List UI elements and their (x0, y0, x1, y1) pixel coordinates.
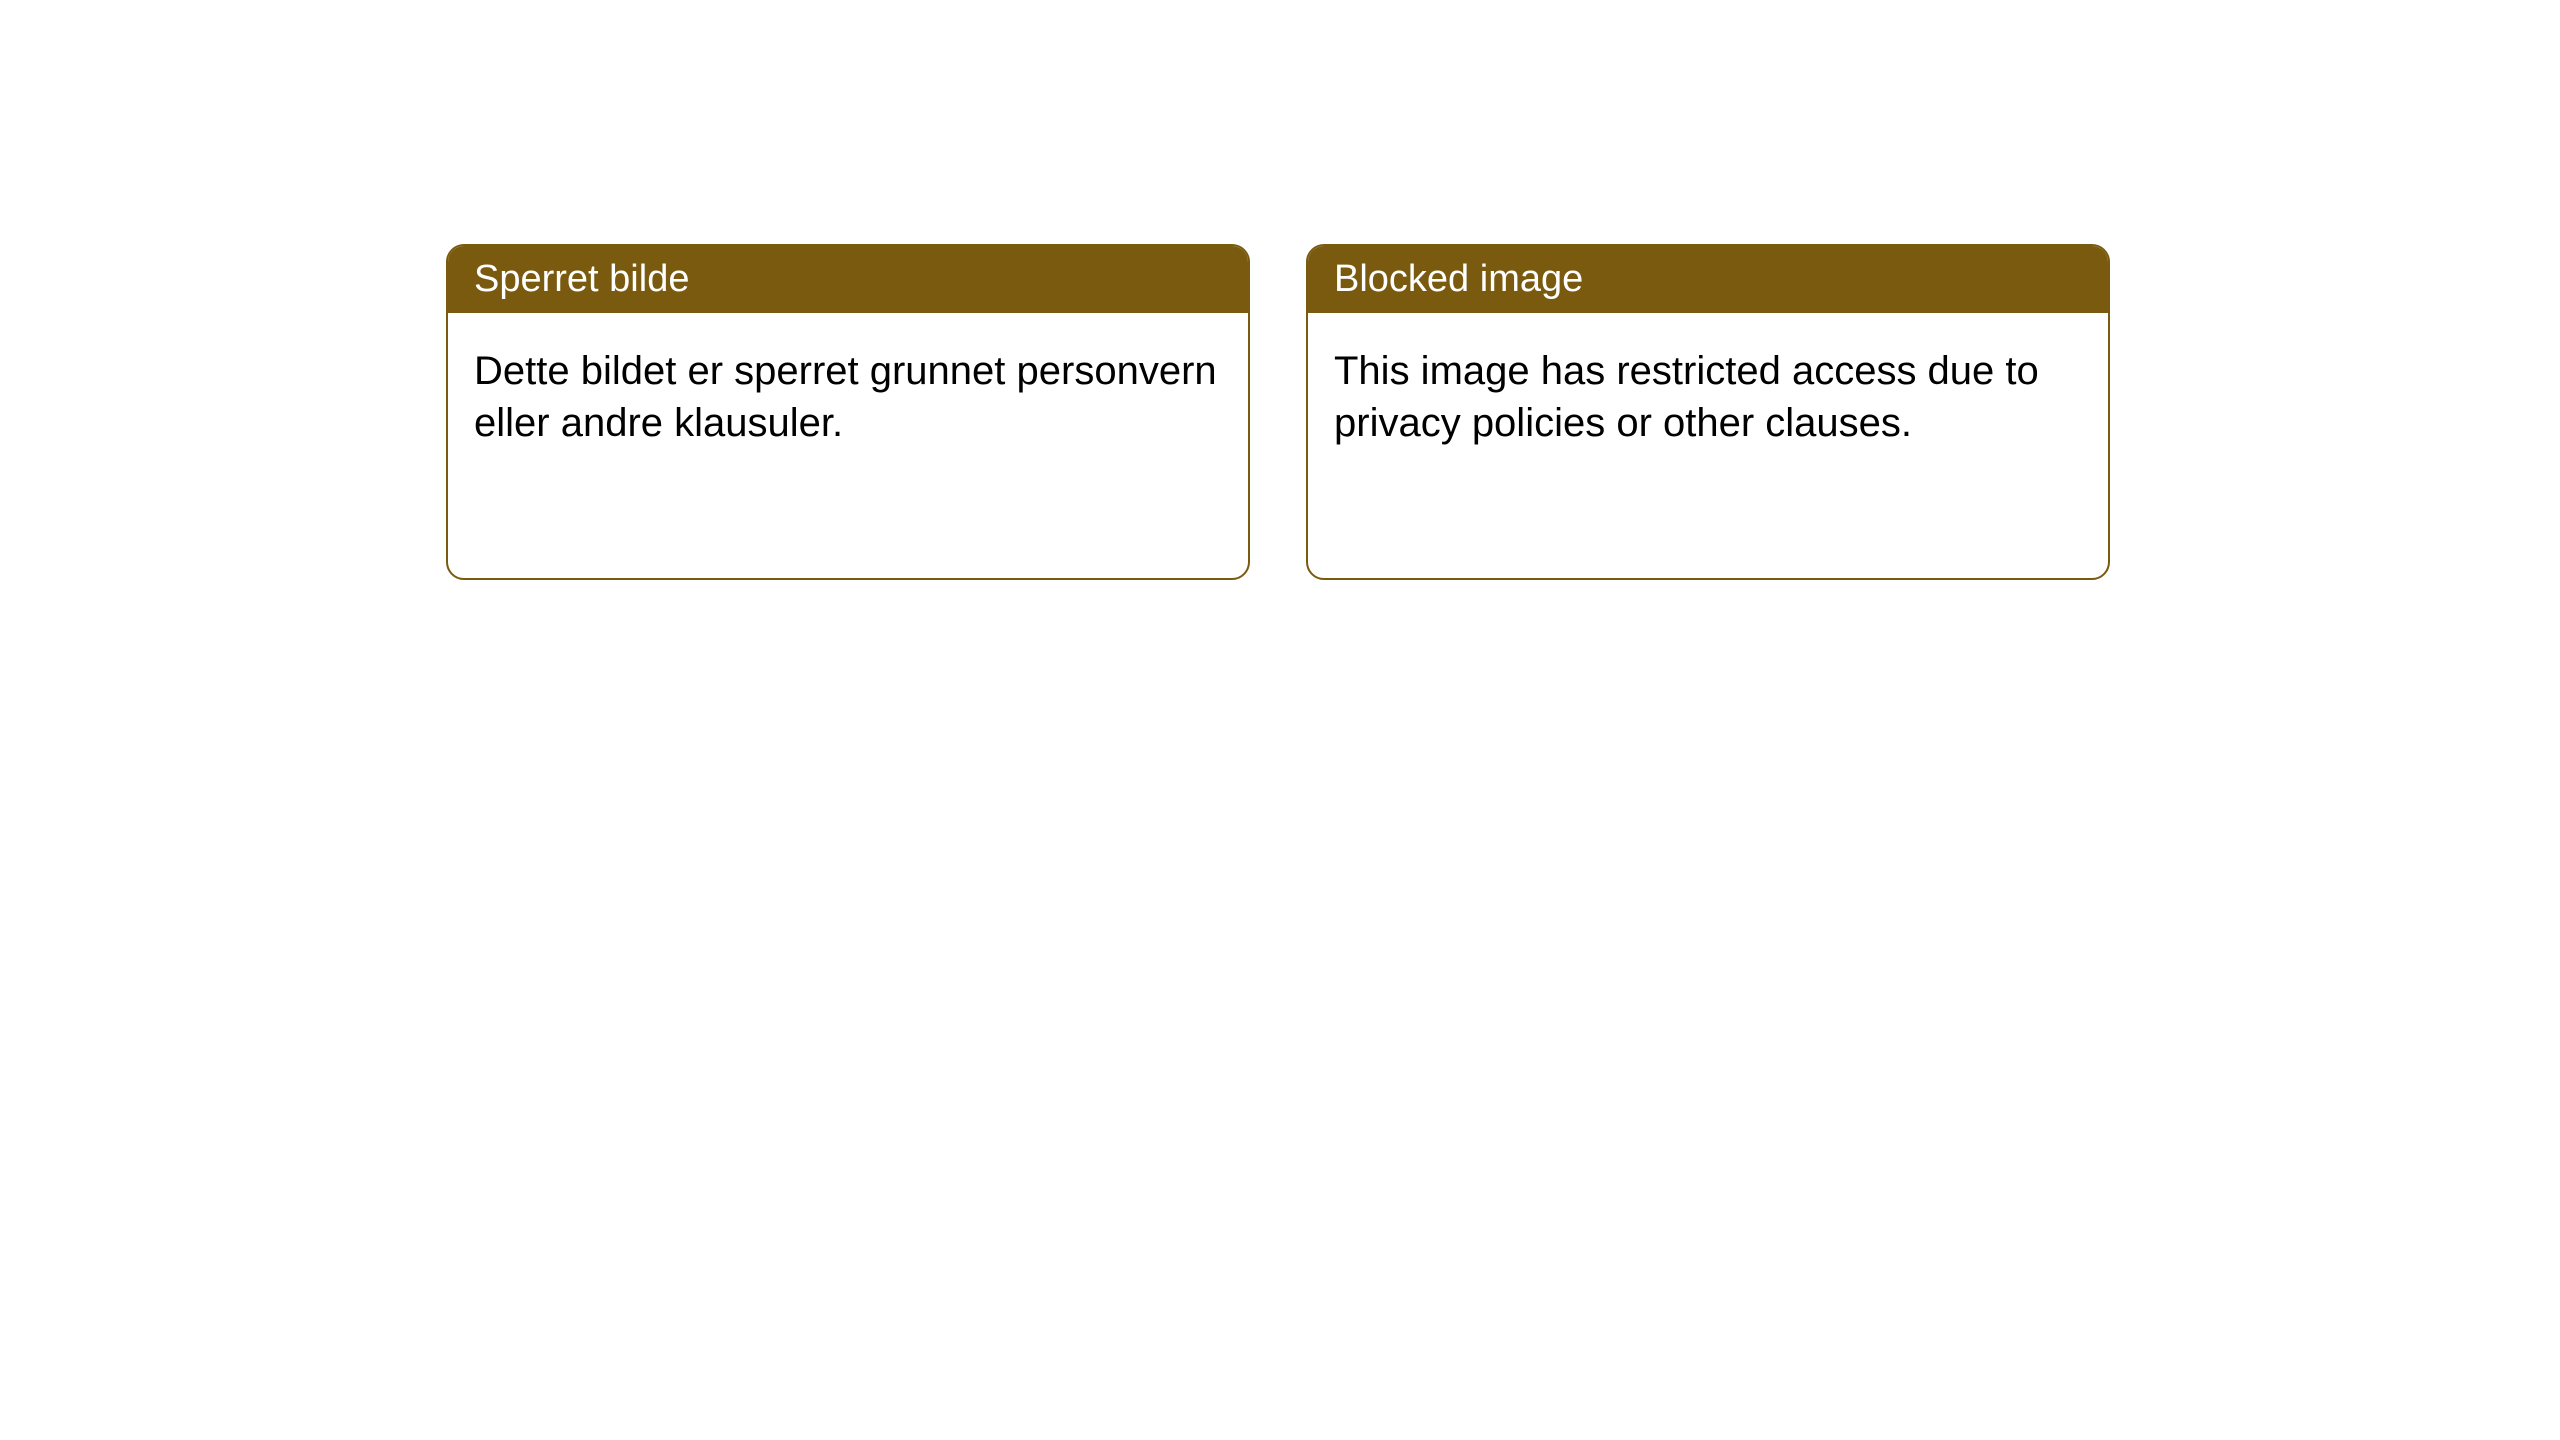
card-header: Blocked image (1308, 246, 2108, 313)
card-title: Blocked image (1334, 258, 1583, 300)
card-header: Sperret bilde (448, 246, 1248, 313)
card-body: This image has restricted access due to … (1308, 313, 2108, 481)
card-title: Sperret bilde (474, 258, 689, 300)
card-body-text: This image has restricted access due to … (1334, 349, 2039, 445)
card-body-text: Dette bildet er sperret grunnet personve… (474, 349, 1217, 445)
cards-container: Sperret bilde Dette bildet er sperret gr… (446, 244, 2110, 580)
blocked-image-card-no: Sperret bilde Dette bildet er sperret gr… (446, 244, 1250, 580)
blocked-image-card-en: Blocked image This image has restricted … (1306, 244, 2110, 580)
card-body: Dette bildet er sperret grunnet personve… (448, 313, 1248, 481)
